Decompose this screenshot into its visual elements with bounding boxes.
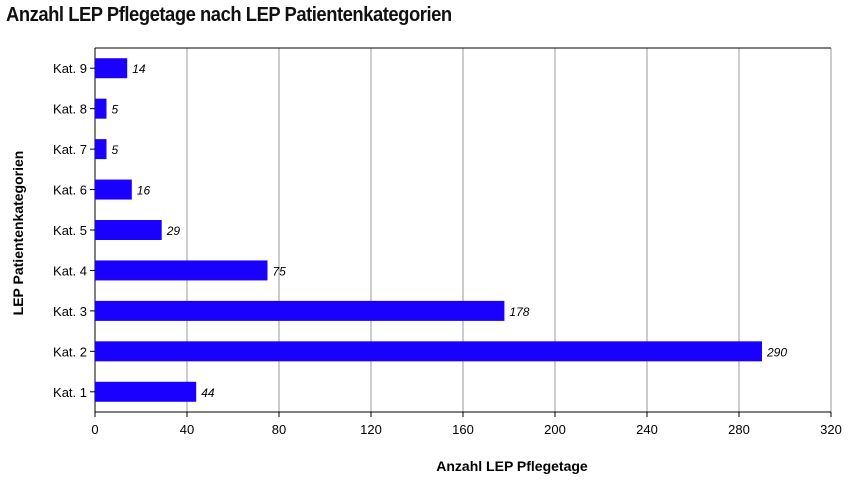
bar [95,341,762,362]
data-label: 44 [201,386,215,400]
bar [95,98,107,119]
x-axis-label: Anzahl LEP Pflegetage [436,458,588,474]
category-label: Kat. 6 [53,183,87,198]
bar [95,300,505,321]
bar [95,260,268,281]
bar [95,220,162,240]
category-label: Kat. 5 [53,223,87,238]
data-label: 290 [766,345,787,359]
x-tick-label: 0 [91,422,98,437]
category-label: Kat. 7 [53,142,87,157]
x-tick-label: 280 [728,422,750,437]
x-tick-label: 160 [452,422,474,437]
bar [95,139,107,160]
data-label: 75 [273,264,287,278]
bar [95,179,132,200]
category-label: Kat. 3 [53,304,87,319]
category-label: Kat. 4 [53,263,87,278]
category-label: Kat. 1 [53,385,87,400]
data-label: 178 [509,305,529,319]
data-label: 29 [166,224,181,238]
bar [95,58,128,79]
bar [95,381,197,402]
x-tick-label: 240 [636,422,658,437]
x-tick-label: 80 [272,422,286,437]
x-tick-label: 200 [544,422,566,437]
data-label: 14 [132,62,146,76]
chart-title: Anzahl LEP Pflegetage nach LEP Patienten… [6,4,452,26]
data-label: 16 [137,184,151,198]
category-label: Kat. 2 [53,344,87,359]
data-label: 5 [112,103,119,117]
x-tick-label: 320 [820,422,842,437]
category-label: Kat. 9 [53,61,87,76]
category-label: Kat. 8 [53,102,87,117]
x-tick-label: 120 [360,422,382,437]
x-tick-label: 40 [180,422,194,437]
data-label: 5 [112,143,119,157]
